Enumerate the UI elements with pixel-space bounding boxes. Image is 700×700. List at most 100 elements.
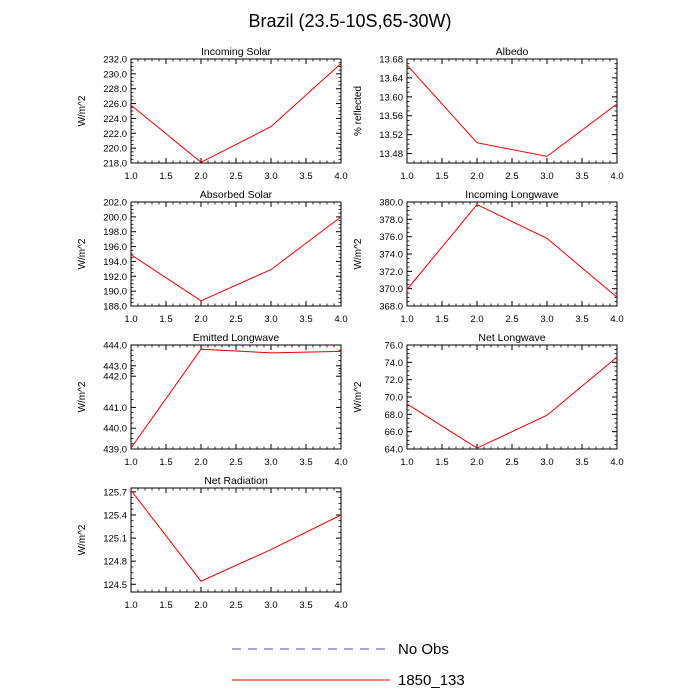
panel-absorbed-solar-ylabel: W/m^2 xyxy=(77,238,88,269)
panel-albedo-xtick-label: 2.5 xyxy=(505,171,518,182)
panel-net-longwave-ytick-label: 76.0 xyxy=(385,341,404,352)
panel-emitted-longwave-xtick-label: 4.0 xyxy=(334,457,347,468)
panel-absorbed-solar-xtick-label: 2.0 xyxy=(194,314,207,325)
panel-net-longwave-ylabel: W/m^2 xyxy=(353,381,364,412)
panel-net-longwave-ytick-label: 68.0 xyxy=(385,410,404,421)
panel-albedo-ytick-label: 13.64 xyxy=(379,73,403,84)
panel-net-longwave: Net Longwave W/m^2 1.0 1.5 2.0 2.5 3.0 3.5 4.0 64… xyxy=(353,332,624,468)
panel-absorbed-solar-title: Absorbed Solar xyxy=(200,189,273,201)
panel-absorbed-solar-xtick-label: 1.5 xyxy=(159,314,172,325)
panel-emitted-longwave-xtick-label: 3.5 xyxy=(299,457,312,468)
panel-incoming-solar-ytick-label: 230.0 xyxy=(103,69,127,80)
panel-albedo-ylabel: % reflected xyxy=(353,86,364,136)
panel-albedo-xtick-label: 1.5 xyxy=(435,171,448,182)
panel-emitted-longwave-ytick-label: 442.0 xyxy=(103,372,127,383)
legend-label-1850-133: 1850_133 xyxy=(398,672,465,689)
panel-incoming-solar-xtick-label: 1.0 xyxy=(124,171,137,182)
panel-albedo-xtick-label: 3.5 xyxy=(575,171,588,182)
panel-albedo-xtick-label: 2.0 xyxy=(470,171,483,182)
panel-net-radiation-ytick-label: 125.1 xyxy=(103,534,127,545)
panel-emitted-longwave-ylabel: W/m^2 xyxy=(77,381,88,412)
panel-absorbed-solar-xtick-label: 2.5 xyxy=(229,314,242,325)
panel-incoming-longwave: Incoming Longwave W/m^2 1.0 1.5 2.0 2.5 3.0 3.5… xyxy=(353,189,624,325)
panel-net-radiation-ytick-label: 125.4 xyxy=(103,510,127,521)
panel-emitted-longwave-xtick-label: 2.0 xyxy=(194,457,207,468)
panel-albedo-title: Albedo xyxy=(496,46,529,58)
panel-emitted-longwave: Emitted Longwave W/m^2 1.0 1.5 2.0 2.5 3.0 3.5 4… xyxy=(77,332,348,468)
panel-incoming-solar-ytick-label: 232.0 xyxy=(103,55,127,66)
panel-absorbed-solar-xtick-label: 1.0 xyxy=(124,314,137,325)
panel-incoming-solar-frame xyxy=(130,58,342,164)
panel-albedo-series-1850-133 xyxy=(406,64,618,157)
panel-emitted-longwave-xtick-label: 1.0 xyxy=(124,457,137,468)
legend-label-no-obs: No Obs xyxy=(398,641,449,658)
panel-net-longwave-xtick-label: 3.0 xyxy=(540,457,553,468)
panel-net-longwave-ytick-label: 64.0 xyxy=(385,445,404,456)
panel-incoming-longwave-ytick-label: 378.0 xyxy=(379,215,403,226)
panel-absorbed-solar-ytick-label: 198.0 xyxy=(103,227,127,238)
panel-incoming-longwave-ytick-label: 370.0 xyxy=(379,284,403,295)
panel-net-longwave-xtick-label: 4.0 xyxy=(610,457,623,468)
panel-absorbed-solar-ytick-label: 190.0 xyxy=(103,287,127,298)
panel-incoming-solar-ytick-label: 226.0 xyxy=(103,99,127,110)
panel-incoming-longwave-title: Incoming Longwave xyxy=(465,189,559,201)
panel-albedo-xtick-label: 4.0 xyxy=(610,171,623,182)
panel-incoming-solar-ytick-label: 222.0 xyxy=(103,129,127,140)
panel-emitted-longwave-series-1850-133 xyxy=(130,348,342,449)
panel-incoming-solar-xtick-label: 2.0 xyxy=(194,171,207,182)
panel-albedo: Albedo % reflected 1.0 1.5 2.0 2.5 3.0 3.5 4.0 13… xyxy=(353,46,624,182)
panel-emitted-longwave-ytick-label: 444.0 xyxy=(103,341,127,352)
panel-net-radiation-ytick-label: 125.7 xyxy=(103,487,127,498)
panel-emitted-longwave-xtick-label: 2.5 xyxy=(229,457,242,468)
panel-net-longwave-xtick-label: 2.5 xyxy=(505,457,518,468)
panel-net-longwave-ytick-label: 66.0 xyxy=(385,427,404,438)
panels: Incoming Solar W/m^2 1.0 1.5 2.0 2.5 3.0 3.5 4.0… xyxy=(77,46,624,611)
panel-net-longwave-series-1850-133 xyxy=(406,356,618,449)
panel-net-longwave-xtick-label: 1.0 xyxy=(400,457,413,468)
panel-incoming-solar-ytick-label: 224.0 xyxy=(103,114,127,125)
panel-incoming-longwave-xtick-label: 1.5 xyxy=(435,314,448,325)
panel-net-longwave-ytick-label: 74.0 xyxy=(385,358,404,369)
panel-net-longwave-ytick-label: 70.0 xyxy=(385,393,404,404)
panel-incoming-longwave-xtick-label: 1.0 xyxy=(400,314,413,325)
panel-emitted-longwave-frame xyxy=(130,344,342,450)
panel-net-longwave-xtick-label: 2.0 xyxy=(470,457,483,468)
panel-emitted-longwave-xtick-label: 3.0 xyxy=(264,457,277,468)
panel-incoming-longwave-xtick-label: 2.5 xyxy=(505,314,518,325)
panel-albedo-xtick-label: 3.0 xyxy=(540,171,553,182)
panel-net-longwave-xtick-label: 3.5 xyxy=(575,457,588,468)
panel-albedo-ytick-label: 13.48 xyxy=(379,149,403,160)
panel-emitted-longwave-xtick-label: 1.5 xyxy=(159,457,172,468)
panel-incoming-solar-ytick-label: 220.0 xyxy=(103,144,127,155)
panel-absorbed-solar-ytick-label: 188.0 xyxy=(103,302,127,313)
panel-absorbed-solar: Absorbed Solar W/m^2 1.0 1.5 2.0 2.5 3.0 3.5 4.0… xyxy=(77,189,348,325)
panel-incoming-solar-xtick-label: 4.0 xyxy=(334,171,347,182)
panel-emitted-longwave-title: Emitted Longwave xyxy=(193,332,280,344)
panel-incoming-solar-ylabel: W/m^2 xyxy=(77,95,88,126)
panel-incoming-longwave-ytick-label: 368.0 xyxy=(379,302,403,313)
panel-emitted-longwave-ytick-label: 441.0 xyxy=(103,403,127,414)
panel-incoming-longwave-ytick-label: 376.0 xyxy=(379,232,403,243)
panel-absorbed-solar-ytick-label: 192.0 xyxy=(103,272,127,283)
panel-albedo-xtick-label: 1.0 xyxy=(400,171,413,182)
panel-emitted-longwave-ytick-label: 439.0 xyxy=(103,445,127,456)
panel-net-radiation-xtick-label: 3.0 xyxy=(264,600,277,611)
panel-incoming-solar-series-1850-133 xyxy=(130,63,342,163)
panel-incoming-longwave-xtick-label: 2.0 xyxy=(470,314,483,325)
panel-albedo-ytick-label: 13.56 xyxy=(379,111,403,122)
panel-absorbed-solar-xtick-label: 3.0 xyxy=(264,314,277,325)
panel-net-radiation-xtick-label: 1.0 xyxy=(124,600,137,611)
panel-incoming-solar-ytick-label: 228.0 xyxy=(103,84,127,95)
panel-net-radiation-xtick-label: 2.5 xyxy=(229,600,242,611)
panel-incoming-longwave-ytick-label: 380.0 xyxy=(379,198,403,209)
panel-incoming-longwave-series-1850-133 xyxy=(406,203,618,298)
panel-incoming-solar-ytick-label: 218.0 xyxy=(103,159,127,170)
panel-absorbed-solar-ytick-label: 200.0 xyxy=(103,212,127,223)
panel-net-radiation-ylabel: W/m^2 xyxy=(77,524,88,555)
panel-net-radiation-xtick-label: 4.0 xyxy=(334,600,347,611)
panel-absorbed-solar-ytick-label: 202.0 xyxy=(103,198,127,209)
panel-incoming-longwave-frame xyxy=(406,201,618,307)
panel-albedo-frame xyxy=(406,58,618,164)
panel-emitted-longwave-ytick-label: 440.0 xyxy=(103,424,127,435)
